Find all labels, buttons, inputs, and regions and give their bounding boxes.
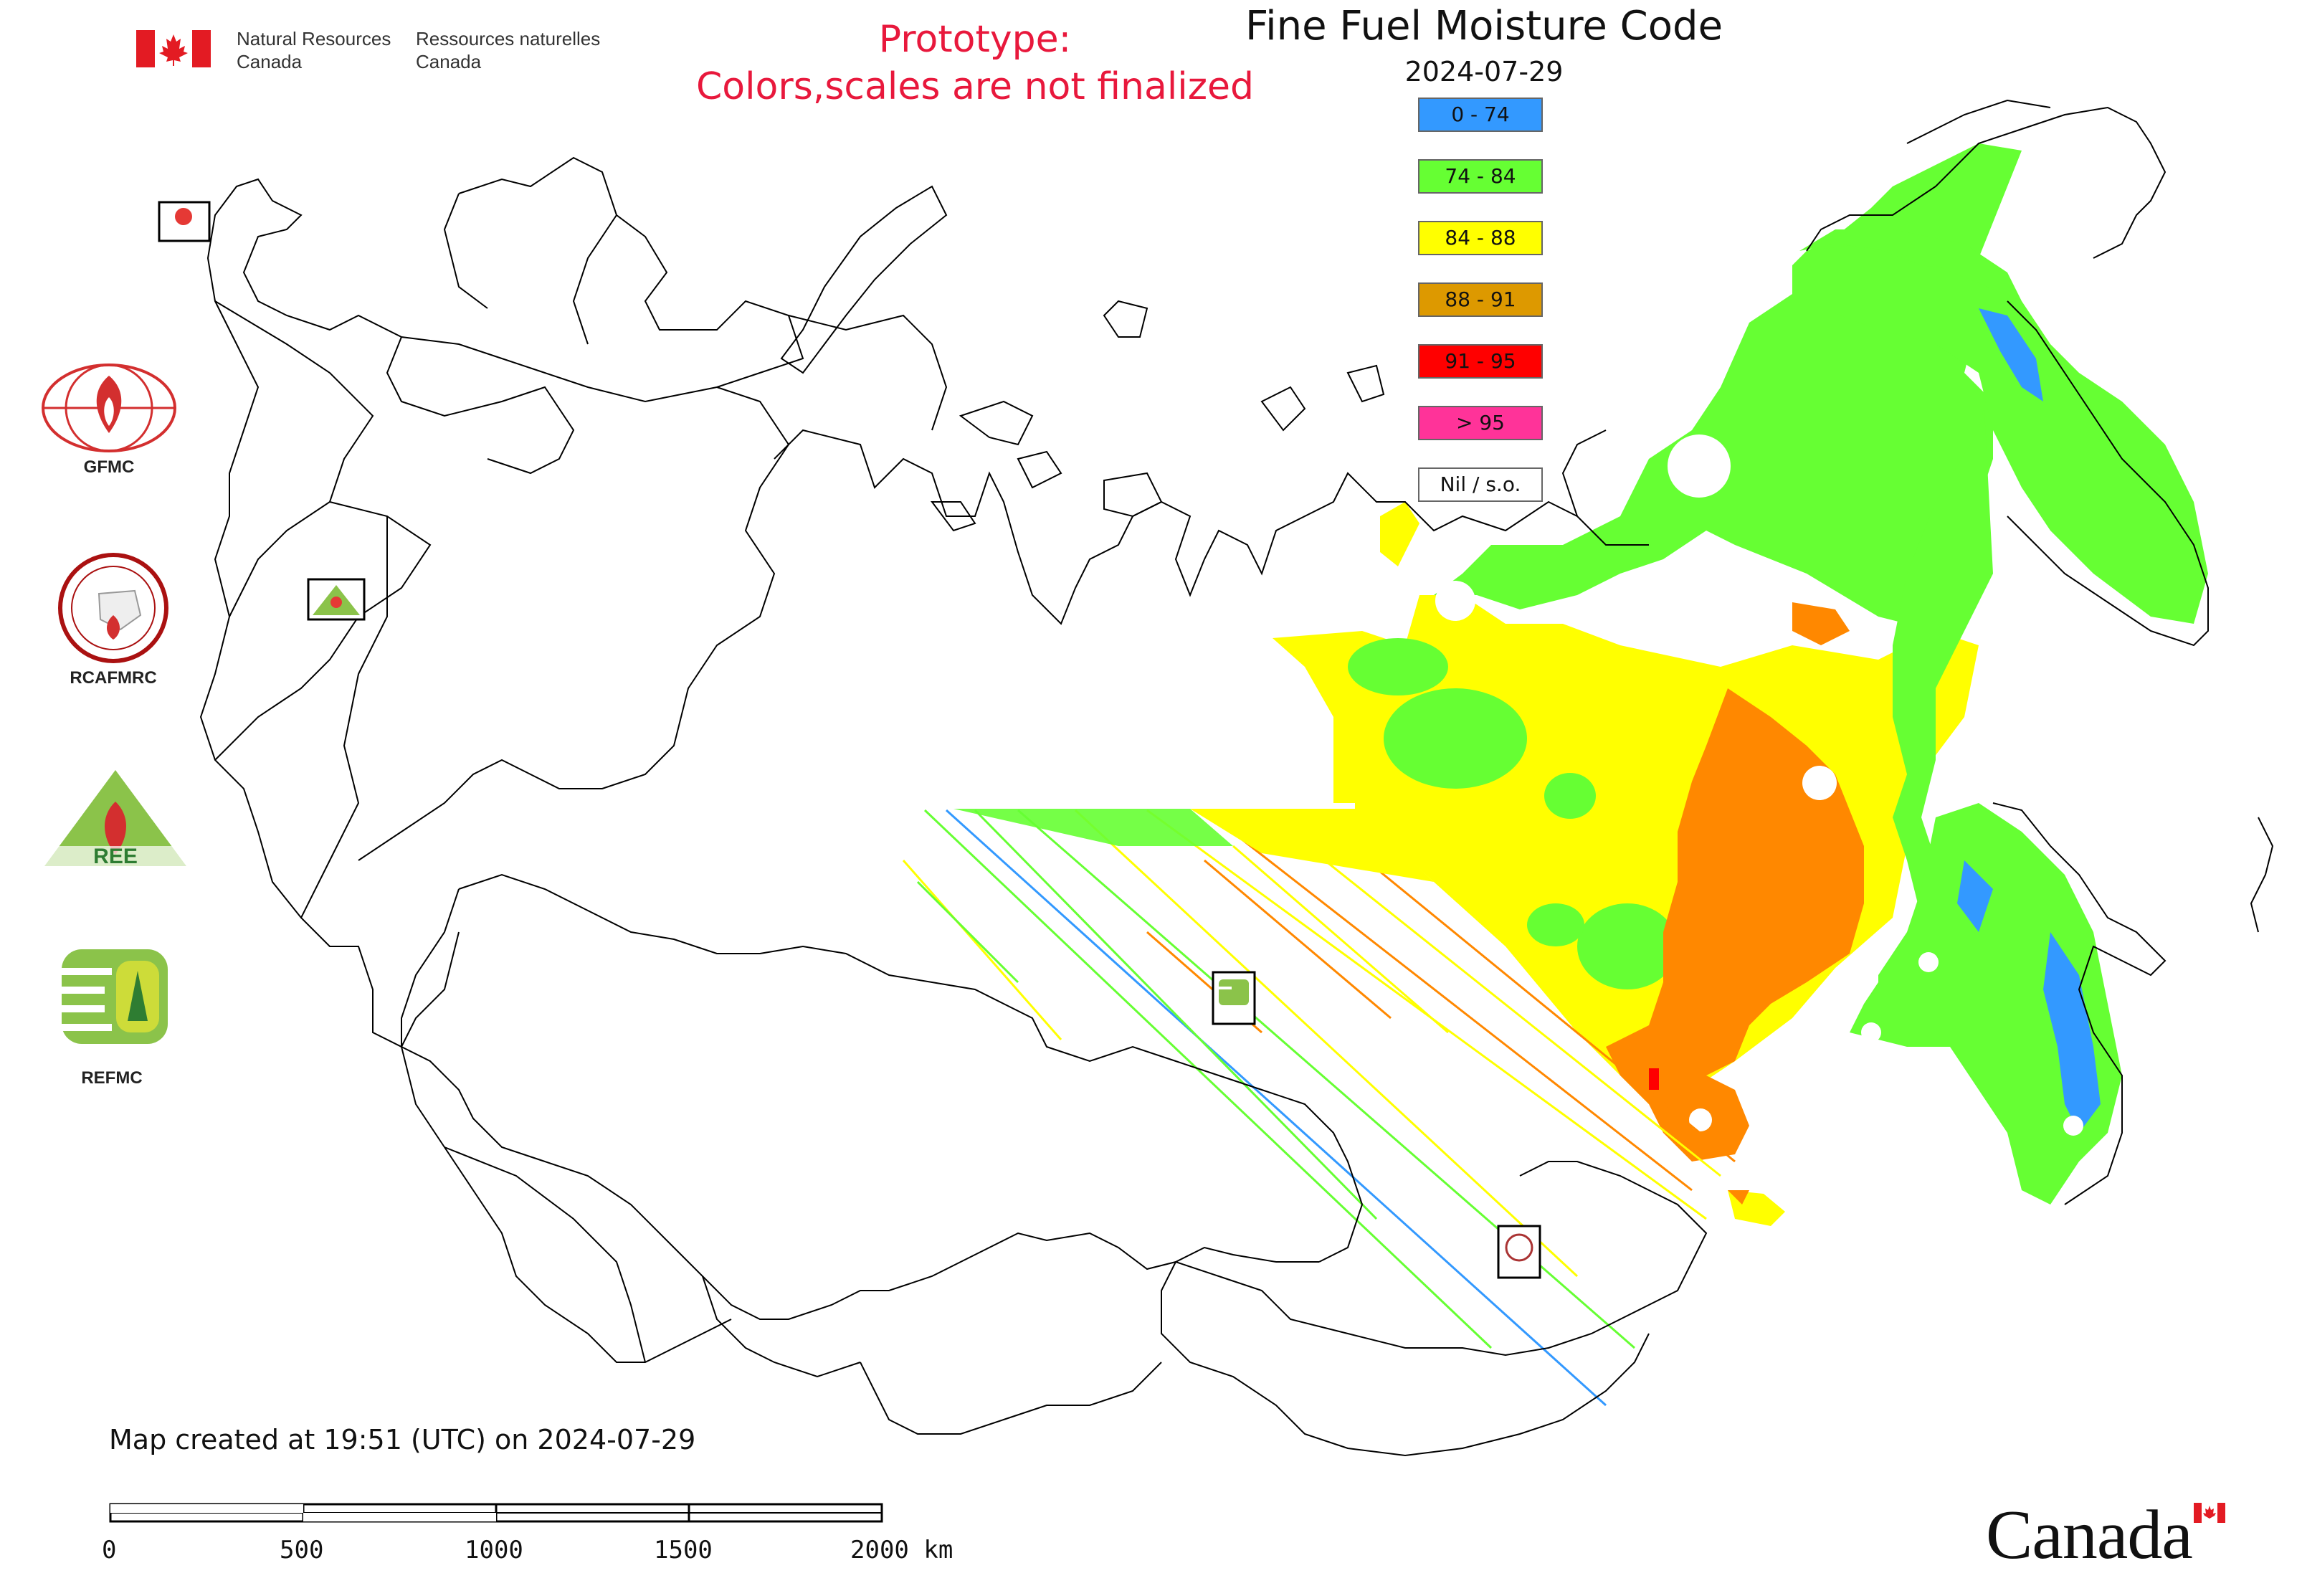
legend-item: 88 - 91 [1418, 282, 1543, 317]
prototype-line1: Prototype: [878, 18, 1072, 61]
ffmc-orange-patch [1728, 1190, 1749, 1205]
dept-en-line2: Canada [237, 51, 303, 72]
legend-item: 0 - 74 [1418, 98, 1543, 132]
ffmc-green-southeast [1878, 803, 2122, 1205]
reefmc-logo: REE [37, 770, 194, 868]
legend-item: > 95 [1418, 406, 1543, 440]
gfmc-logo [42, 364, 176, 452]
map-title: Fine Fuel Moisture Code [1245, 3, 1723, 49]
ffmc-blue-patch [2043, 932, 2101, 1133]
ffmc-green-kamchatka [1807, 244, 2208, 624]
map-date: 2024-07-29 [1404, 56, 1564, 87]
nil-hole [1918, 952, 1939, 972]
dept-fr-line2: Canada [416, 51, 482, 72]
dept-fr-line1: Ressources naturelles [416, 28, 601, 49]
dept-name-fr: Ressources naturelles Canada [416, 27, 600, 73]
scale-bar [109, 1503, 883, 1523]
dept-en-line1: Natural Resources [237, 28, 391, 49]
created-timestamp: Map created at 19:51 (UTC) on 2024-07-29 [109, 1424, 696, 1455]
ffmc-green-blob [1348, 638, 1448, 695]
nil-hole [1689, 1108, 1712, 1131]
ffmc-green-blob [1577, 903, 1678, 989]
ffmc-swath-band [1190, 809, 1434, 882]
ffmc-green-blob [1527, 903, 1584, 946]
ffmc-raster [902, 143, 2208, 1407]
nil-hole [1668, 434, 1731, 498]
refmc-logo [62, 949, 168, 1044]
scale-tick-label: 500 [280, 1536, 324, 1564]
scale-tick-label: 0 [102, 1536, 117, 1564]
ffmc-blue-patch [1957, 860, 1993, 932]
ffmc-red-speck [1649, 1068, 1659, 1090]
gfmc-marker [158, 201, 211, 242]
boundaries [199, 99, 2274, 1457]
dept-name-en: Natural Resources Canada [237, 27, 391, 73]
refmc-logo-label: REFMC [81, 1068, 143, 1088]
ffmc-green-east [1850, 301, 2007, 1047]
ffmc-green-northeast [1799, 229, 2022, 301]
scale-tick-label: 1000 [465, 1536, 523, 1564]
scale-tick-label: 2000 km [850, 1536, 953, 1564]
ffmc-green-blob [1384, 688, 1527, 789]
ffmc-orange-patch [1792, 602, 1850, 645]
nil-hole [1802, 766, 1837, 800]
legend-item: 91 - 95 [1418, 344, 1543, 379]
ffmc-green-blob [1544, 773, 1596, 819]
canada-wordmark: Canada [1986, 1496, 2193, 1574]
rcafmrc-logo-label: RCAFMRC [70, 668, 157, 688]
legend-item: 84 - 88 [1418, 221, 1543, 255]
ffmc-swath-band [953, 809, 1233, 846]
ffmc-yellow-patch [1380, 502, 1419, 566]
ffmc-orange-zone [1606, 688, 1864, 1162]
nil-hole [1435, 581, 1475, 621]
rcafmrc-logo [58, 553, 168, 663]
gfmc-logo-label: GFMC [83, 457, 135, 477]
legend-item: 74 - 84 [1418, 159, 1543, 194]
canada-flag-icon [136, 30, 211, 67]
canada-wordmark-flag-icon [2194, 1503, 2225, 1523]
reefmc-marker [307, 578, 366, 621]
legend-item: Nil / s.o. [1418, 467, 1543, 502]
prototype-notice: Prototype: Colors,scales are not finaliz… [631, 16, 1319, 110]
rcafmrc-marker [1497, 1225, 1541, 1279]
scale-tick-label: 1500 [654, 1536, 713, 1564]
refmc-marker [1212, 971, 1256, 1025]
svg-text:REE: REE [93, 845, 138, 868]
ffmc-blue-kamchatka [1979, 308, 2043, 402]
nil-hole [2063, 1116, 2083, 1136]
prototype-line2: Colors,scales are not finalized [695, 65, 1255, 108]
nil-hole [1861, 1022, 1881, 1042]
